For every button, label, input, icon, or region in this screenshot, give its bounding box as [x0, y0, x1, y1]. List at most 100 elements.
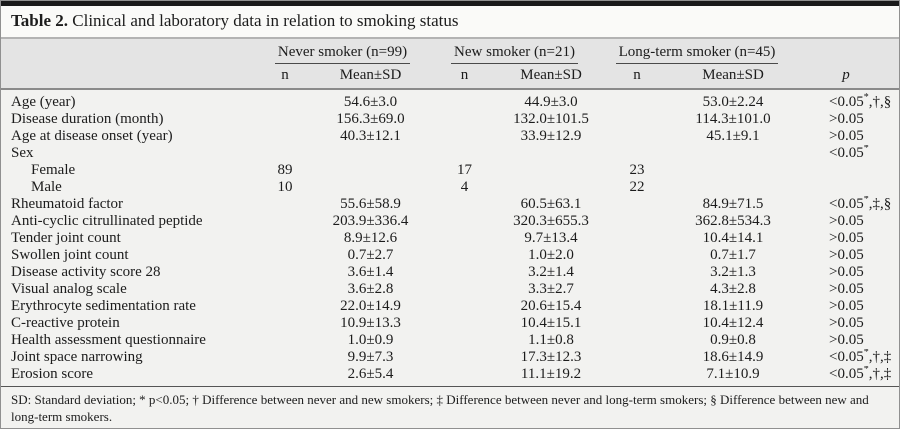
- row-label: Disease duration (month): [11, 111, 164, 127]
- mean-sd-value: 10.9±13.3: [340, 315, 401, 331]
- group-header-never-smoker: Never smoker (n=99): [257, 37, 429, 64]
- mean-sd-value: 0.7±1.7: [710, 247, 756, 263]
- n-value: 22: [629, 179, 645, 195]
- n-value: [257, 213, 313, 230]
- p-value: >0.05: [829, 111, 864, 127]
- n-value: [257, 230, 313, 247]
- row-label: Rheumatoid factor: [11, 196, 124, 212]
- n-value: [428, 298, 501, 315]
- mean-sd-value: 10.4±15.1: [520, 315, 582, 331]
- n-value: [257, 111, 313, 128]
- mean-sd-value: 10.4±12.4: [702, 315, 764, 331]
- n-value: [428, 349, 501, 366]
- n-column-header: n: [257, 64, 313, 90]
- n-value: 10: [277, 179, 293, 195]
- subheader-row: n Mean±SD n Mean±SD n Mean±SD p: [1, 64, 899, 90]
- n-value: [428, 247, 501, 264]
- row-label: Joint space narrowing: [11, 349, 143, 365]
- n-value: [601, 128, 673, 145]
- table-caption: Clinical and laboratory data in relation…: [72, 11, 459, 30]
- row-label: Disease activity score 28: [11, 264, 161, 280]
- n-value: 4: [460, 179, 469, 195]
- n-value: [601, 145, 673, 162]
- n-value: [601, 366, 673, 386]
- mean-sd-value: 1.0±0.9: [347, 332, 394, 348]
- mean-sd-value: 3.2±1.3: [710, 264, 756, 280]
- n-value: [601, 89, 673, 111]
- mean-sd-column-header: Mean±SD: [673, 64, 794, 90]
- p-value: >0.05: [829, 315, 864, 331]
- p-value: >0.05: [829, 281, 864, 297]
- empty-header-cell: [1, 64, 257, 90]
- table-top-rule: [1, 1, 899, 6]
- n-value: [601, 230, 673, 247]
- n-value: [428, 128, 501, 145]
- p-value: <0.05*: [829, 145, 869, 161]
- mean-sd-value: 362.8±534.3: [695, 213, 771, 229]
- significance-asterisk: *: [863, 92, 869, 103]
- mean-sd-value: [673, 179, 793, 196]
- group-label: Long-term smoker (n=45): [615, 44, 779, 64]
- table-row: Rheumatoid factor 55.6±58.9 60.5±63.1 84.9±…: [1, 196, 899, 213]
- n-value: [257, 332, 313, 349]
- row-label: Anti-cyclic citrullinated peptide: [11, 213, 203, 229]
- mean-sd-value: 22.0±14.9: [340, 298, 401, 314]
- mean-sd-value: 60.5±63.1: [520, 196, 582, 212]
- table-row: Male 10 4 22: [1, 179, 899, 196]
- table-row: Age (year) 54.6±3.0 44.9±3.0 53.0±2.24 <0.05…: [1, 89, 899, 111]
- n-value: [428, 213, 501, 230]
- mean-sd-value: 44.9±3.0: [524, 94, 578, 110]
- n-value: [601, 315, 673, 332]
- mean-sd-value: 45.1±9.1: [706, 128, 760, 144]
- group-label: New smoker (n=21): [451, 44, 578, 64]
- mean-sd-value: 1.0±2.0: [528, 247, 574, 263]
- mean-sd-value: 0.7±2.7: [347, 247, 394, 263]
- group-label: Never smoker (n=99): [274, 44, 411, 64]
- table-row: Joint space narrowing 9.9±7.3 17.3±12.3 18.…: [1, 349, 899, 366]
- mean-sd-column-header: Mean±SD: [501, 64, 602, 90]
- mean-sd-value: 55.6±58.9: [340, 196, 401, 212]
- p-value: <0.05*,†,‡: [829, 366, 892, 382]
- mean-sd-value: 84.9±71.5: [702, 196, 764, 212]
- n-value: [257, 247, 313, 264]
- group-header-new-smoker: New smoker (n=21): [428, 37, 602, 64]
- n-value: [257, 298, 313, 315]
- n-value: 23: [629, 162, 645, 178]
- mean-sd-value: [673, 162, 793, 179]
- table-number: Table 2.: [11, 11, 69, 30]
- p-value: >0.05: [829, 264, 864, 280]
- n-value: [601, 247, 673, 264]
- mean-sd-value: 7.1±10.9: [706, 366, 760, 382]
- n-value: [428, 264, 501, 281]
- table-row: Disease duration (month) 156.3±69.0 132.0±…: [1, 111, 899, 128]
- significance-asterisk: *: [863, 145, 869, 154]
- n-value: [257, 145, 313, 162]
- n-value: [428, 332, 501, 349]
- table-row: Sex <0.05*: [1, 145, 899, 162]
- n-value: [601, 111, 673, 128]
- row-label: Male: [31, 179, 62, 195]
- n-value: [257, 349, 313, 366]
- row-label: Visual analog scale: [11, 281, 127, 297]
- group-header-long-term-smoker: Long-term smoker (n=45): [601, 37, 794, 64]
- mean-sd-value: 320.3±655.3: [513, 213, 589, 229]
- mean-sd-value: 9.9±7.3: [347, 349, 394, 365]
- n-value: [601, 264, 673, 281]
- n-value: 89: [277, 162, 293, 178]
- mean-sd-value: [673, 145, 793, 162]
- mean-sd-value: [313, 179, 428, 196]
- table-row: Visual analog scale 3.6±2.8 3.3±2.7 4.3±2.8…: [1, 281, 899, 298]
- significance-asterisk: *: [863, 349, 869, 358]
- mean-sd-value: [501, 179, 601, 196]
- p-value: >0.05: [829, 332, 864, 348]
- row-label: Erosion score: [11, 366, 94, 382]
- p-value: >0.05: [829, 128, 864, 144]
- mean-sd-value: 54.6±3.0: [343, 94, 398, 110]
- n-value: [428, 196, 501, 213]
- row-label: C-reactive protein: [11, 315, 120, 331]
- n-column-header: n: [601, 64, 674, 90]
- n-value: [428, 89, 501, 111]
- n-value: [257, 89, 313, 111]
- mean-sd-value: 3.6±1.4: [347, 264, 394, 280]
